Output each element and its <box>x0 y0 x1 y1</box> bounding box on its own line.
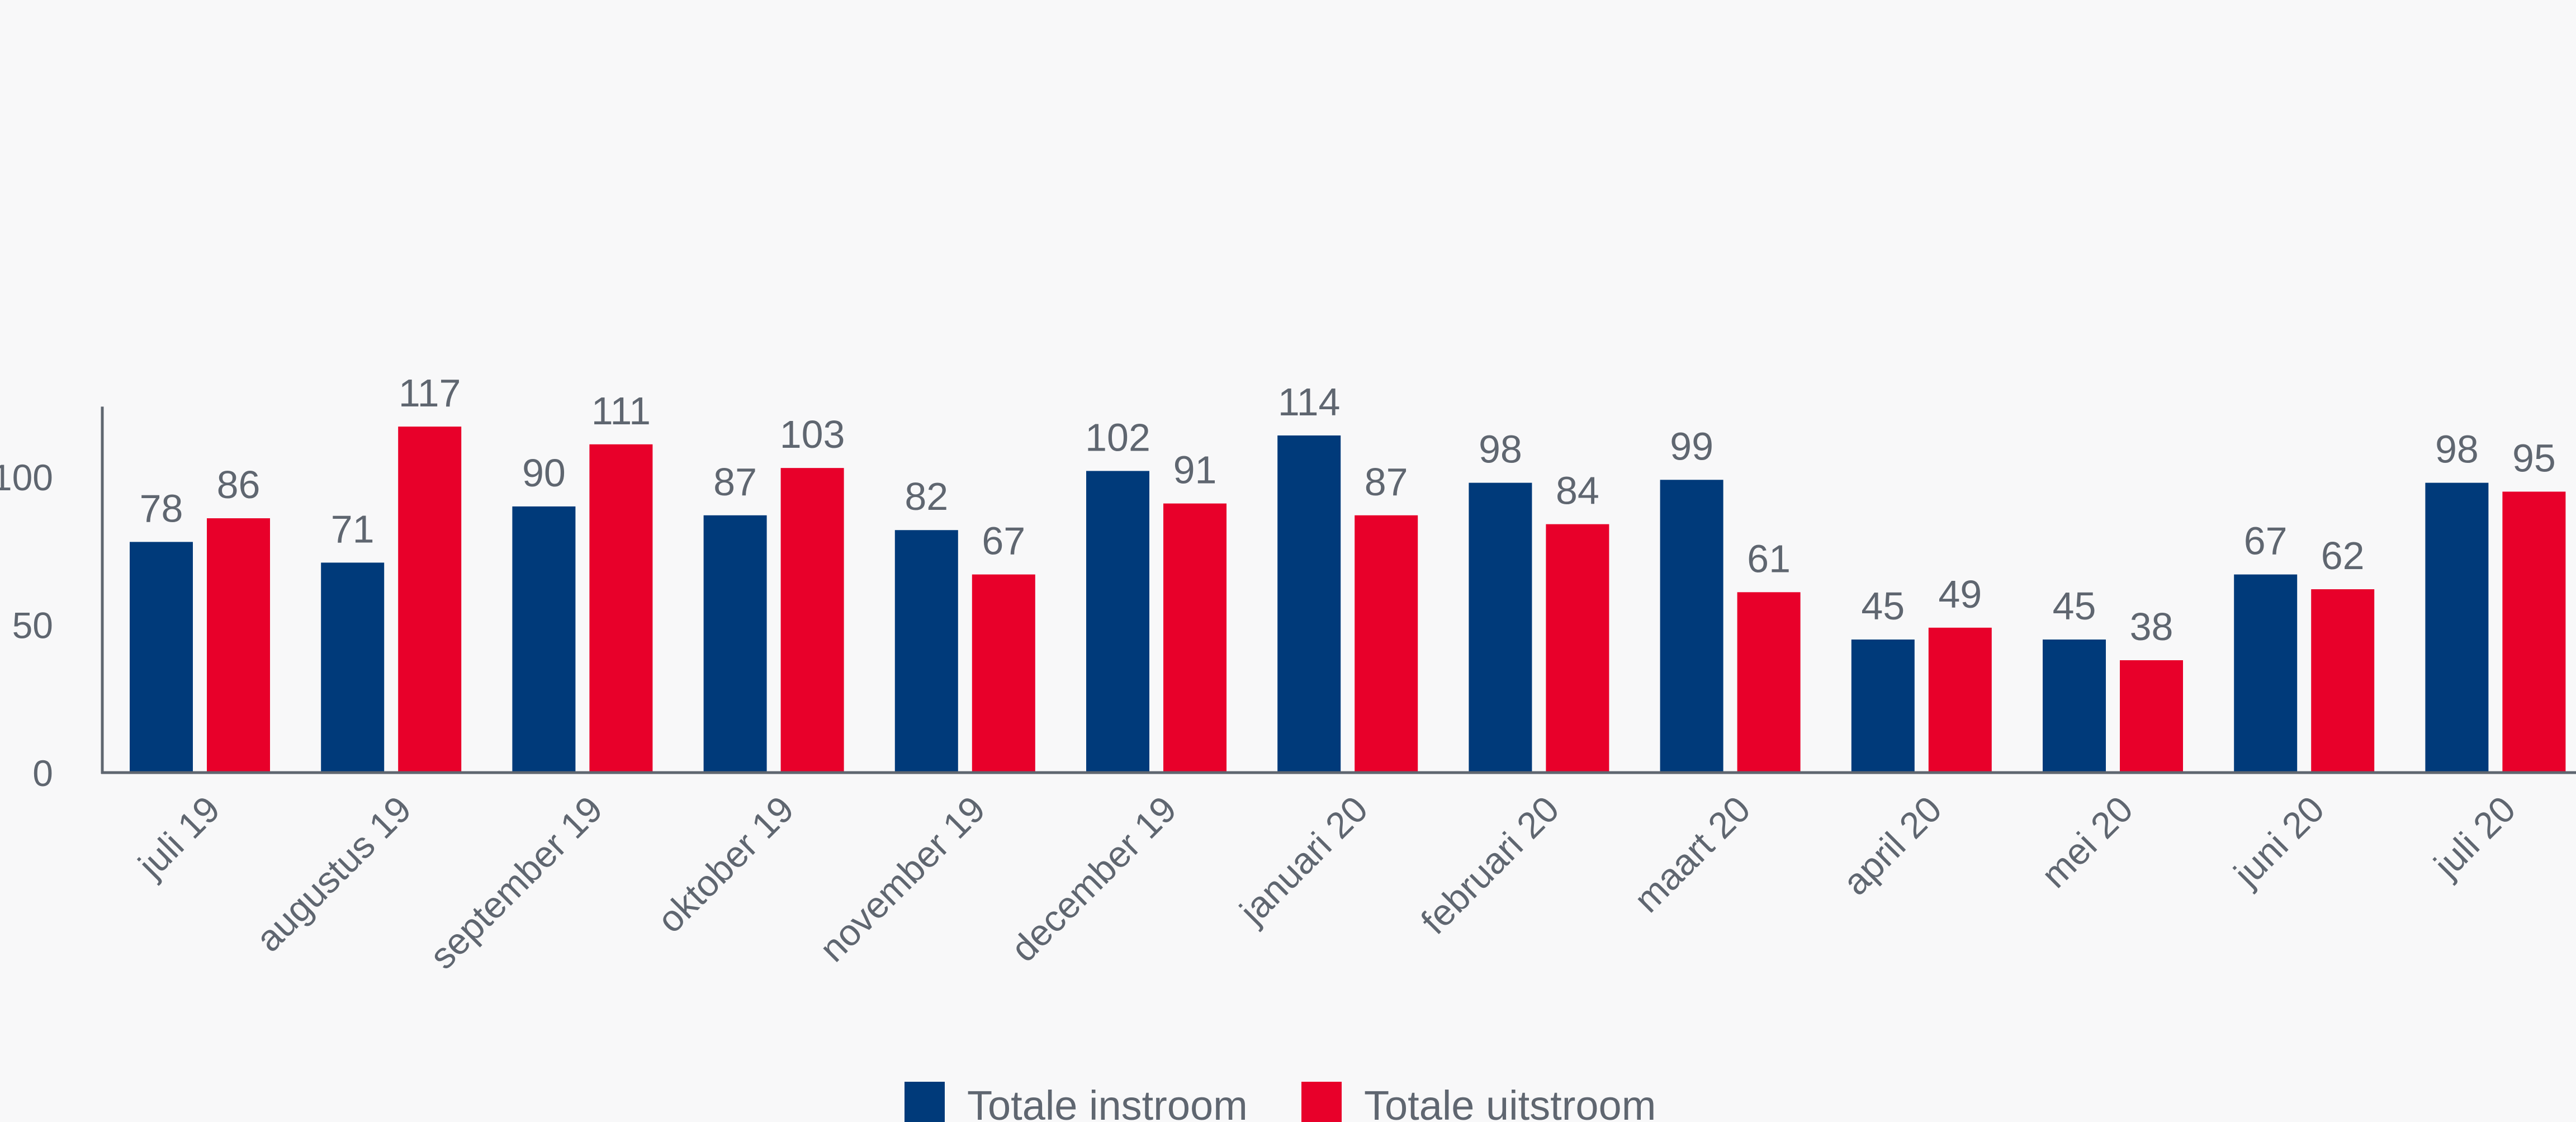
bar <box>1163 503 1227 773</box>
x-tick-label: mei 20 <box>2033 788 2141 896</box>
y-tick-labels: 0 50 100 <box>0 457 53 794</box>
data-label: 61 <box>1747 537 1791 580</box>
legend-label: Totale instroom <box>967 1082 1248 1122</box>
x-tick-label: juni 20 <box>2225 788 2332 895</box>
bar <box>2043 639 2106 773</box>
x-tick-label: augustus 19 <box>248 788 419 960</box>
bar <box>2425 482 2489 773</box>
data-label: 103 <box>780 413 845 456</box>
data-label: 87 <box>713 460 757 504</box>
data-label: 86 <box>217 463 261 506</box>
legend-label: Totale uitstroom <box>1364 1082 1656 1122</box>
bar <box>512 506 576 773</box>
x-tick-label: januari 20 <box>1231 788 1376 933</box>
y-tick-label: 50 <box>12 605 53 646</box>
x-tick-labels: juli 19 augustus 19 september 19 oktober 19… <box>130 788 2523 977</box>
legend-swatch <box>905 1082 945 1122</box>
data-label: 38 <box>2130 605 2174 648</box>
bar <box>398 427 462 773</box>
bar <box>2311 589 2375 773</box>
bar <box>894 530 958 773</box>
x-tick-label: maart 20 <box>1626 788 1758 921</box>
y-tick-label: 0 <box>32 752 53 794</box>
data-label: 71 <box>331 507 375 551</box>
legend-swatch <box>1301 1082 1342 1122</box>
data-label: 67 <box>982 519 1025 563</box>
data-label: 82 <box>905 475 948 518</box>
bar <box>1851 639 1915 773</box>
data-label: 45 <box>2053 584 2096 628</box>
data-label: 117 <box>399 371 461 415</box>
bar <box>1277 435 1341 773</box>
bar <box>1469 482 1532 773</box>
bar <box>321 562 385 773</box>
bar <box>972 574 1035 773</box>
bar <box>130 542 193 773</box>
data-label: 99 <box>1670 424 1713 468</box>
data-label: 98 <box>2435 428 2479 471</box>
axes-layer <box>101 406 2576 774</box>
data-label: 95 <box>2512 436 2556 480</box>
bar <box>589 444 653 773</box>
x-tick-label: februari 20 <box>1413 788 1566 942</box>
data-label: 90 <box>522 451 566 495</box>
x-tick-label: december 19 <box>1003 788 1185 970</box>
bar <box>1737 592 1801 773</box>
data-label: 87 <box>1365 460 1408 504</box>
data-label: 114 <box>1278 380 1341 424</box>
data-label: 91 <box>1173 448 1217 492</box>
data-label: 102 <box>1085 415 1150 459</box>
data-label: 62 <box>2321 534 2365 577</box>
data-label: 45 <box>1861 584 1905 628</box>
bar <box>703 515 767 773</box>
x-tick-label: november 19 <box>811 788 993 970</box>
bar <box>2502 491 2566 773</box>
bar <box>1086 471 1149 773</box>
bar <box>780 468 844 773</box>
bar <box>2120 660 2183 773</box>
data-labels-layer: 78 86 71 117 90 111 87 103 82 67 102 91 114 87 98 84 99 6… <box>140 371 2556 648</box>
bar <box>2234 574 2298 773</box>
data-label: 67 <box>2244 519 2288 563</box>
data-label: 111 <box>591 389 651 433</box>
data-label: 78 <box>140 486 183 530</box>
x-tick-label: september 19 <box>422 788 610 977</box>
bars-layer <box>130 427 2566 773</box>
data-label: 84 <box>1556 469 1599 513</box>
x-tick-label: juli 19 <box>130 788 228 887</box>
bar <box>1660 480 1723 773</box>
x-tick-label: april 20 <box>1835 788 1949 903</box>
y-tick-label: 100 <box>0 457 53 498</box>
bar <box>207 518 270 773</box>
legend: Totale instroom Totale uitstroom <box>905 1082 1656 1122</box>
data-label: 49 <box>1938 572 1982 616</box>
bar <box>1928 627 1992 773</box>
bar <box>1355 515 1418 773</box>
x-tick-label: oktober 19 <box>649 788 802 941</box>
data-label: 98 <box>1479 428 1522 471</box>
x-tick-label: juli 20 <box>2425 788 2523 887</box>
bar <box>1546 524 1609 773</box>
